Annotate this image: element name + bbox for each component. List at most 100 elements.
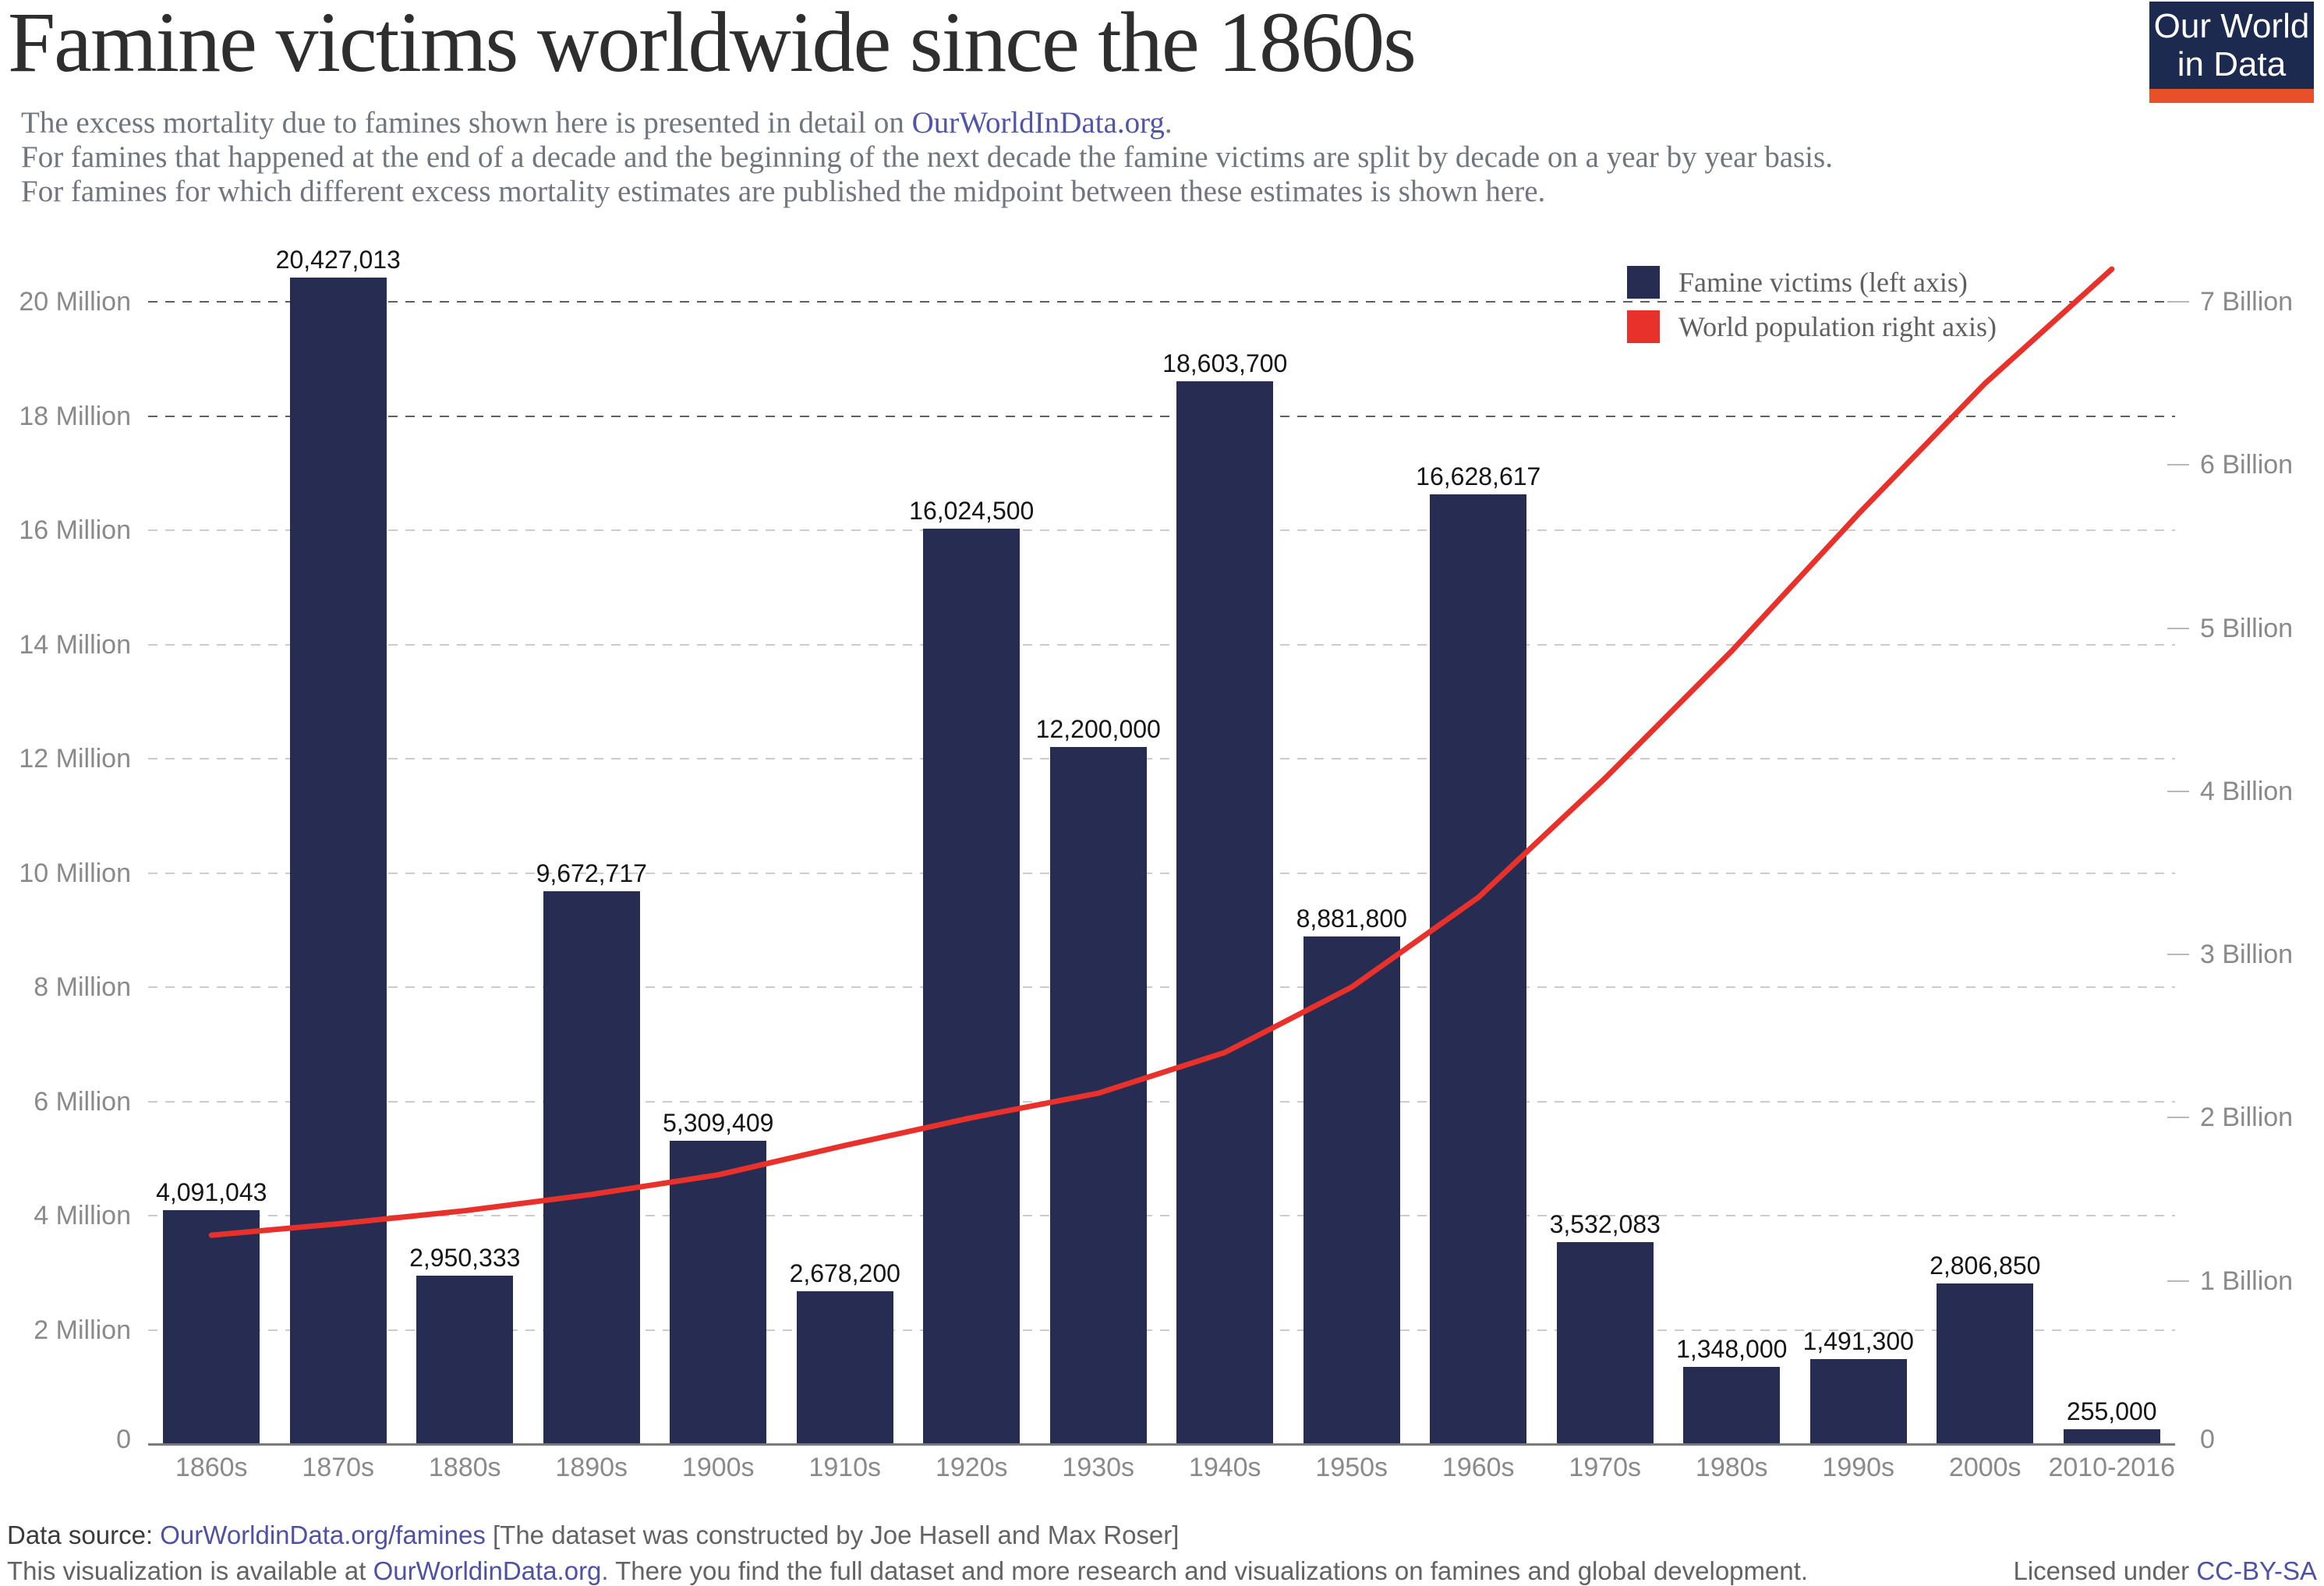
bar-value-label-1930s: 12,200,000 bbox=[1035, 715, 1161, 744]
legend-label-world-population: World population right axis) bbox=[1678, 311, 1997, 342]
bar-1880s bbox=[416, 1275, 514, 1444]
y-axis-right-label-4-billion: 4 Billion bbox=[2200, 776, 2294, 806]
x-axis-label-1860s: 1860s bbox=[175, 1453, 248, 1482]
y-axis-left-label-6-million: 6 Million bbox=[34, 1086, 131, 1117]
x-axis-label-1890s: 1890s bbox=[555, 1453, 628, 1482]
gridline-10-million bbox=[148, 872, 2175, 874]
y-axis-left-label-10-million: 10 Million bbox=[19, 858, 131, 888]
subtitle-line-1-text: The excess mortality due to famines show… bbox=[21, 106, 912, 140]
bar-1970s bbox=[1556, 1242, 1654, 1444]
subtitle-owid-link[interactable]: OurWorldInData.org bbox=[911, 106, 1165, 140]
bar-1990s bbox=[1809, 1358, 1907, 1444]
bar-value-label-1970s: 3,532,083 bbox=[1549, 1210, 1661, 1239]
subtitle-line-3: For famines for which different excess m… bbox=[21, 175, 1546, 208]
right-axis-tick-3-billion bbox=[2167, 954, 2189, 956]
owid-logo-box: Our World in Data bbox=[2149, 2, 2314, 89]
bar-1940s bbox=[1176, 381, 1274, 1444]
footer-famines-link[interactable]: OurWorldinData.org/famines bbox=[160, 1521, 486, 1549]
y-axis-left-label-12-million: 12 Million bbox=[19, 744, 131, 774]
x-axis-label-1930s: 1930s bbox=[1062, 1453, 1135, 1482]
y-axis-left-label-8-million: 8 Million bbox=[34, 972, 131, 1002]
page-title: Famine victims worldwide since the 1860s bbox=[8, 0, 1417, 90]
footer-license-link[interactable]: CC-BY-SA bbox=[2196, 1556, 2317, 1585]
gridline-8-million bbox=[148, 986, 2175, 988]
y-axis-left-label-20-million: 20 Million bbox=[19, 287, 131, 317]
bar-value-label-1870s: 20,427,013 bbox=[275, 245, 401, 274]
footer-availability-suffix: . There you find the full dataset and mo… bbox=[601, 1556, 1809, 1585]
bar-value-label-1920s: 16,024,500 bbox=[909, 497, 1035, 526]
footer-data-source-label: Data source: bbox=[7, 1521, 161, 1549]
footer-owid-link[interactable]: OurWorldinData.org bbox=[373, 1556, 602, 1585]
footer-license: Licensed under CC-BY-SA bbox=[2014, 1556, 2318, 1586]
y-axis-right-label-6-billion: 6 Billion bbox=[2200, 450, 2294, 480]
bar-value-label-1890s: 9,672,717 bbox=[536, 859, 647, 888]
y-axis-left-label-2-million: 2 Million bbox=[34, 1315, 131, 1345]
y-axis-right-label-2-billion: 2 Billion bbox=[2200, 1103, 2294, 1133]
subtitle-line-1-period: . bbox=[1164, 106, 1173, 140]
footer-dataset-credit: [The dataset was constructed by Joe Hase… bbox=[485, 1521, 1180, 1549]
legend-label-famine-victims: Famine victims (left axis) bbox=[1678, 267, 1968, 298]
footer-license-prefix: Licensed under bbox=[2013, 1556, 2197, 1585]
bar-1950s bbox=[1303, 936, 1400, 1444]
y-axis-left-label-14-million: 14 Million bbox=[19, 629, 131, 660]
y-axis-left-label-4-million: 4 Million bbox=[34, 1201, 131, 1230]
gridline-14-million bbox=[148, 643, 2175, 646]
gridline-20-million bbox=[148, 301, 2175, 303]
y-axis-right-label-7-billion: 7 Billion bbox=[2200, 287, 2294, 317]
owid-logo-line2: in Data bbox=[2177, 45, 2287, 83]
x-axis-label-1920s: 1920s bbox=[935, 1453, 1008, 1482]
gridline-16-million bbox=[148, 529, 2175, 531]
bar-2010-2016 bbox=[2063, 1429, 2160, 1444]
legend-item-famine-victims: Famine victims (left axis) bbox=[1627, 266, 1997, 299]
x-axis-label-1950s: 1950s bbox=[1315, 1453, 1388, 1482]
x-axis-label-1960s: 1960s bbox=[1441, 1453, 1515, 1482]
bar-value-label-1980s: 1,348,000 bbox=[1676, 1335, 1788, 1364]
gridline-2-million bbox=[148, 1329, 2175, 1331]
bar-1890s bbox=[543, 891, 640, 1444]
y-axis-right-label-5-billion: 5 Billion bbox=[2200, 613, 2294, 643]
bar-2000s bbox=[1937, 1283, 2034, 1444]
y-axis-left-label-0: 0 bbox=[116, 1425, 131, 1454]
x-axis-label-1990s: 1990s bbox=[1822, 1453, 1895, 1482]
bar-1870s bbox=[289, 277, 387, 1444]
x-axis-label-1910s: 1910s bbox=[808, 1453, 882, 1482]
bar-value-label-1880s: 2,950,333 bbox=[409, 1243, 521, 1272]
right-axis-tick-2-billion bbox=[2167, 1117, 2189, 1119]
bar-value-label-2010-2016: 255,000 bbox=[2066, 1397, 2157, 1426]
right-axis-tick-7-billion bbox=[2167, 301, 2189, 303]
chart-subtitle: The excess mortality due to famines show… bbox=[21, 106, 2126, 209]
x-axis-label-1940s: 1940s bbox=[1188, 1453, 1261, 1482]
x-axis-label-2010-2016: 2010-2016 bbox=[2048, 1453, 2176, 1482]
y-axis-left-label-16-million: 16 Million bbox=[19, 515, 131, 545]
right-axis-tick-1-billion bbox=[2167, 1280, 2189, 1282]
y-axis-right-label-3-billion: 3 Billion bbox=[2200, 940, 2294, 970]
x-axis-label-2000s: 2000s bbox=[1948, 1453, 2022, 1482]
bar-value-label-1900s: 5,309,409 bbox=[663, 1109, 774, 1138]
y-axis-right-label-1-billion: 1 Billion bbox=[2200, 1266, 2294, 1296]
x-axis-label-1870s: 1870s bbox=[302, 1453, 375, 1482]
right-axis-tick-4-billion bbox=[2167, 790, 2189, 792]
bar-1860s bbox=[163, 1210, 260, 1444]
x-axis-line bbox=[148, 1443, 2175, 1446]
bar-1980s bbox=[1683, 1367, 1781, 1444]
legend-swatch-world-population bbox=[1627, 310, 1660, 343]
chart-footer: Data source: OurWorldinData.org/famines … bbox=[7, 1521, 2317, 1585]
subtitle-line-2: For famines that happened at the end of … bbox=[21, 140, 1833, 174]
legend-swatch-famine-victims bbox=[1627, 266, 1660, 299]
x-axis-label-1880s: 1880s bbox=[428, 1453, 501, 1482]
owid-logo[interactable]: Our World in Data bbox=[2149, 2, 2314, 103]
footer-availability-line: This visualization is available at OurWo… bbox=[7, 1556, 1808, 1586]
gridline-18-million bbox=[148, 415, 2175, 417]
bar-value-label-2000s: 2,806,850 bbox=[1930, 1251, 2041, 1280]
bar-value-label-1940s: 18,603,700 bbox=[1162, 349, 1288, 378]
bar-1900s bbox=[670, 1141, 767, 1444]
x-axis-label-1980s: 1980s bbox=[1695, 1453, 1768, 1482]
owid-logo-line1: Our World bbox=[2153, 7, 2310, 45]
bar-value-label-1990s: 1,491,300 bbox=[1802, 1326, 1914, 1355]
bar-value-label-1950s: 8,881,800 bbox=[1296, 905, 1407, 933]
footer-data-source-line: Data source: OurWorldinData.org/famines … bbox=[7, 1521, 2317, 1550]
right-axis-tick-6-billion bbox=[2167, 464, 2189, 466]
